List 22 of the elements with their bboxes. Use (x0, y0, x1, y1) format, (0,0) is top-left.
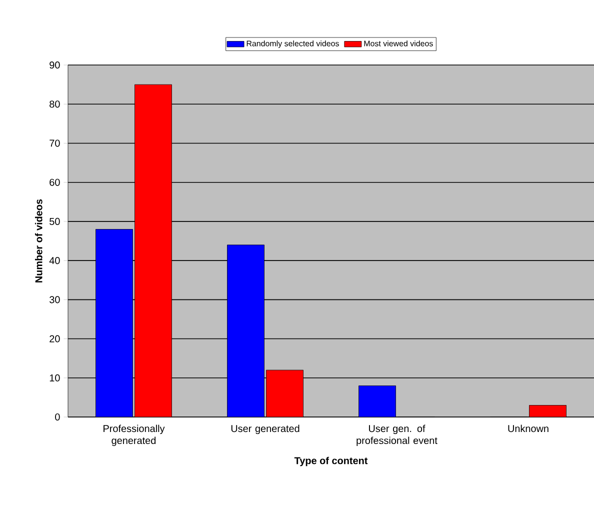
y-tick-label: 90 (50, 61, 60, 69)
bar (529, 405, 566, 417)
y-tick-label: 30 (50, 296, 60, 304)
y-tick-label: 20 (50, 335, 60, 342)
y-tick-label: 10 (50, 374, 60, 382)
y-tick-label: 60 (50, 178, 60, 186)
x-tick-label: User gen. of professional event (356, 424, 438, 446)
y-tick-label: 70 (50, 140, 60, 147)
y-axis-title: Number of videos (34, 199, 42, 282)
bar (227, 244, 264, 417)
x-tick-label: Unknown (508, 424, 548, 432)
y-tick-label: 40 (49, 257, 60, 264)
x-axis-title: Type of content (294, 456, 368, 466)
bar (358, 386, 396, 417)
y-tick-label: 50 (50, 218, 60, 225)
y-tick-label: 80 (50, 100, 60, 108)
x-tick-label: User generated (231, 424, 300, 434)
y-tick-label: 0 (55, 413, 60, 421)
bar (134, 84, 172, 417)
bar (266, 370, 304, 417)
bar (96, 229, 133, 417)
x-tick-label: Professionally generated (104, 424, 165, 446)
